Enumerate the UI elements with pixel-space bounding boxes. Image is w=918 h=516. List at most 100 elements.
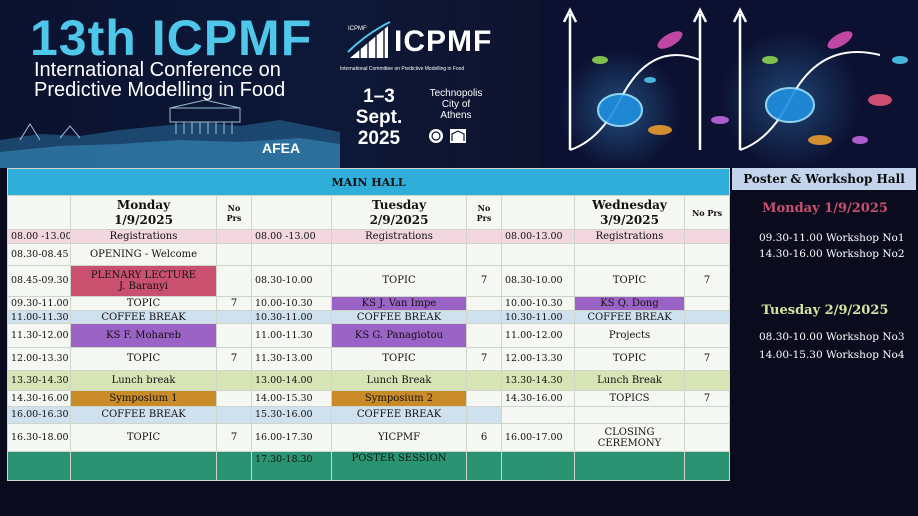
- day-date: 2/9/2025: [369, 212, 429, 227]
- time-cell: 16.00-17.30: [251, 422, 332, 453]
- presentations-count: [216, 228, 252, 245]
- table-row: 08.30-08.45 OPENING - Welcome: [7, 243, 731, 266]
- event-cell: [574, 243, 685, 266]
- event-cell: Projects: [574, 323, 685, 348]
- plenary-lecture-cell: PLENARY LECTURE J. Baranyi: [70, 264, 217, 298]
- noprs-header: No Prs: [216, 195, 252, 230]
- time-cell: 10.00-10.30: [251, 296, 332, 312]
- time-cell: 08.00-13.00: [501, 228, 575, 245]
- event-cell: TOPIC: [70, 346, 217, 372]
- presentations-count: [683, 243, 731, 266]
- event-cell: Lunch Break: [574, 370, 685, 392]
- workshop-item: 09.30-11.00 Workshop No1: [759, 232, 905, 244]
- logo-mark-text: ICPMF: [348, 26, 367, 32]
- event-cell: COFFEE BREAK: [574, 310, 685, 325]
- table-row: 16.00-16.30 COFFEE BREAK 15.30-16.00 COF…: [7, 405, 731, 424]
- time-cell: 11.00-12.00: [501, 323, 575, 348]
- day-header-tuesday: Tuesday 2/9/2025: [331, 195, 467, 230]
- day-name: Tuesday: [371, 197, 427, 212]
- time-cell: 13.00-14.00: [251, 370, 332, 392]
- event-cell: [70, 451, 217, 481]
- time-cell: 14.30-16.00: [7, 390, 71, 407]
- dates-line-1: 1–3: [363, 86, 395, 107]
- presentations-count: 7: [466, 346, 502, 372]
- conference-title: 13th ICPMF: [30, 10, 313, 66]
- workshop-label: Workshop No2: [826, 248, 905, 260]
- symposium-cell: Symposium 2: [331, 390, 467, 407]
- keynote-cell: KS J. Van Impe: [331, 296, 467, 312]
- table-row: 08.45-09.30 PLENARY LECTURE J. Baranyi 0…: [7, 264, 731, 298]
- time-cell: 11.00-11.30: [251, 323, 332, 348]
- workshop-time: 08.30-10.00: [759, 331, 823, 343]
- workshop-item: 14.00-15.30 Workshop No4: [759, 349, 905, 361]
- presentations-count: [466, 323, 502, 348]
- time-cell: [251, 243, 332, 266]
- presentations-count: [216, 310, 252, 325]
- conference-banner: 13th ICPMF International Conference on P…: [0, 0, 918, 168]
- event-cell: Lunch Break: [331, 370, 467, 392]
- presentations-count: 7: [683, 264, 731, 298]
- presentations-count: [683, 405, 731, 424]
- time-cell: 14.30-16.00: [501, 390, 575, 407]
- presentations-count: [683, 451, 731, 481]
- presentations-count: [683, 323, 731, 348]
- event-cell: Registrations: [70, 228, 217, 245]
- conference-subtitle: International Conference on Predictive M…: [34, 60, 285, 100]
- poster-session-cell: POSTER SESSION: [331, 451, 467, 481]
- time-cell: 08.30-08.45: [7, 243, 71, 266]
- event-speaker: J. Baranyi: [119, 280, 168, 292]
- event-cell: COFFEE BREAK: [70, 310, 217, 325]
- dates-line-3: 2025: [357, 128, 401, 149]
- table-row: 14.30-16.00 Symposium 1 14.00-15.30 Symp…: [7, 390, 731, 407]
- dates-line-2: Sept.: [355, 107, 403, 128]
- logo-caption: International Committee on Predictive Mo…: [340, 66, 465, 72]
- conference-venue: Technopolis City of Athens: [424, 88, 488, 121]
- event-line-2: CEREMONY: [597, 437, 662, 449]
- table-row: 11.00-11.30 COFFEE BREAK 10.30-11.00 COF…: [7, 310, 731, 325]
- event-cell: TOPIC: [70, 296, 217, 312]
- event-line-1: CLOSING: [604, 426, 655, 438]
- conference-dates: 1–3 Sept. 2025: [352, 86, 406, 149]
- poster-workshop-hall-panel: Poster & Workshop Hall Monday 1/9/2025 0…: [732, 168, 918, 481]
- event-cell: [574, 405, 685, 424]
- event-cell: Registrations: [331, 228, 467, 245]
- workshop-label: Workshop No4: [826, 349, 905, 361]
- noprs-header: No Prs: [683, 195, 731, 230]
- time-cell: 12.00-13.30: [501, 346, 575, 372]
- event-cell: TOPIC: [574, 264, 685, 298]
- table-row: 17.30-18.30 POSTER SESSION: [7, 451, 731, 481]
- time-cell: 11.30-12.00: [7, 323, 71, 348]
- presentations-count: [466, 296, 502, 312]
- time-cell: 16.00-16.30: [7, 405, 71, 424]
- time-cell: 13.30-14.30: [7, 370, 71, 392]
- subtitle-line-2: Predictive Modelling in Food: [34, 79, 286, 101]
- time-cell: 08.45-09.30: [7, 264, 71, 298]
- presentations-count: [466, 390, 502, 407]
- event-cell: TOPIC: [331, 264, 467, 298]
- event-cell: COFFEE BREAK: [331, 310, 467, 325]
- day-name: Wednesday: [592, 197, 667, 212]
- time-cell: [501, 451, 575, 481]
- event-cell: TOPIC: [574, 346, 685, 372]
- workshop-time: 14.30-16.00: [759, 248, 823, 260]
- presentations-count: [216, 405, 252, 424]
- time-cell: 14.00-15.30: [251, 390, 332, 407]
- day-header-wednesday: Wednesday 3/9/2025: [574, 195, 685, 230]
- venue-line-1: Technopolis: [429, 88, 483, 99]
- event-cell: OPENING - Welcome: [70, 243, 217, 266]
- symposium-cell: Symposium 1: [70, 390, 217, 407]
- presentations-count: 7: [216, 346, 252, 372]
- event-cell: TOPICS: [574, 390, 685, 407]
- workshop-time: 14.00-15.30: [759, 349, 823, 361]
- presentations-count: [216, 370, 252, 392]
- day-name: Monday: [116, 197, 171, 212]
- event-cell: TOPIC: [331, 346, 467, 372]
- workshop-label: Workshop No1: [826, 232, 905, 244]
- keynote-cell: KS F. Mohareb: [70, 323, 217, 348]
- event-cell: Lunch break: [70, 370, 217, 392]
- workshop-label: Workshop No3: [826, 331, 905, 343]
- science-illustration: [540, 0, 918, 168]
- time-cell: 16.00-17.00: [501, 422, 575, 453]
- time-cell: 08.30-10.00: [501, 264, 575, 298]
- icpmf-logo-text: ICPMF: [394, 25, 493, 58]
